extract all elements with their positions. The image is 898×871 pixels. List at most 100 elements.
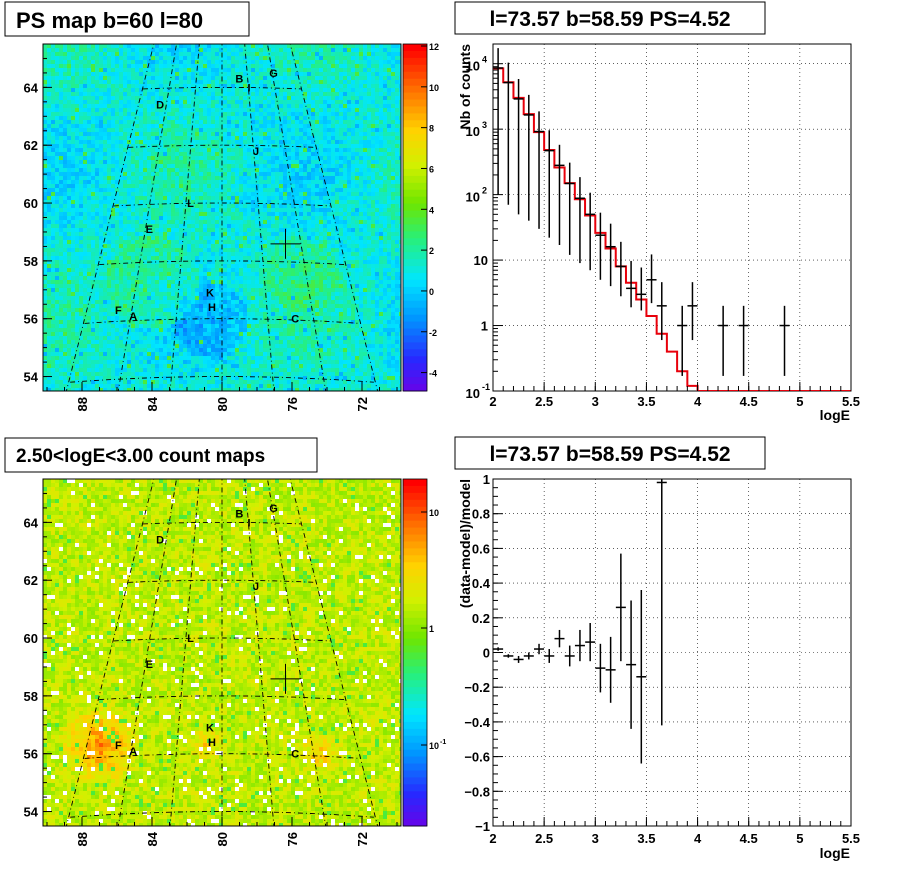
map-pixel: [79, 156, 83, 160]
map-pixel: [255, 256, 259, 260]
map-pixel: [255, 204, 259, 208]
map-pixel: [391, 260, 395, 264]
map-pixel: [315, 60, 319, 64]
map-pixel: [267, 236, 271, 240]
map-pixel: [247, 124, 251, 128]
map-pixel: [119, 96, 123, 100]
map-pixel: [279, 236, 283, 240]
map-pixel: [271, 216, 275, 220]
map-pixel: [139, 168, 143, 172]
map-pixel: [251, 88, 255, 92]
map-pixel: [127, 140, 131, 144]
map-pixel: [147, 224, 151, 228]
map-pixel: [327, 76, 331, 80]
map-pixel: [207, 56, 211, 60]
map-pixel: [299, 88, 303, 92]
map-pixel: [231, 220, 235, 224]
map-pixel: [283, 60, 287, 64]
map-pixel: [319, 124, 323, 128]
map-pixel: [131, 60, 135, 64]
map-pixel: [295, 168, 299, 172]
map-pixel: [179, 204, 183, 208]
map-pixel: [167, 172, 171, 176]
map-pixel: [223, 252, 227, 256]
map-pixel: [219, 212, 223, 216]
map-pixel: [63, 108, 67, 112]
map-pixel: [255, 172, 259, 176]
map-pixel: [295, 128, 299, 132]
map-pixel: [159, 216, 163, 220]
map-pixel: [387, 60, 391, 64]
map-pixel: [367, 56, 371, 60]
map-pixel: [147, 176, 151, 180]
map-pixel: [215, 184, 219, 188]
map-pixel: [391, 124, 395, 128]
map-pixel: [399, 260, 401, 264]
map-pixel: [227, 68, 231, 72]
map-pixel: [179, 240, 183, 244]
map-pixel: [335, 60, 339, 64]
map-pixel: [331, 104, 335, 108]
map-pixel: [243, 84, 247, 88]
map-pixel: [147, 52, 151, 56]
map-pixel: [207, 224, 211, 228]
map-pixel: [315, 132, 319, 136]
map-pixel: [395, 252, 399, 256]
map-pixel: [43, 236, 47, 240]
map-pixel: [287, 184, 291, 188]
map-pixel: [215, 192, 219, 196]
map-pixel: [239, 164, 243, 168]
map-pixel: [363, 240, 367, 244]
map-pixel: [359, 204, 363, 208]
map-pixel: [339, 260, 343, 264]
map-pixel: [171, 260, 175, 264]
map-pixel: [235, 72, 239, 76]
map-pixel: [207, 232, 211, 236]
map-pixel: [279, 48, 283, 52]
map-pixel: [79, 152, 83, 156]
map-pixel: [275, 156, 279, 160]
map-pixel: [95, 168, 99, 172]
map-pixel: [63, 228, 67, 232]
map-pixel: [267, 216, 271, 220]
map-pixel: [179, 60, 183, 64]
map-pixel: [187, 256, 191, 260]
map-pixel: [51, 124, 55, 128]
map-pixel: [223, 168, 227, 172]
map-pixel: [155, 64, 159, 68]
map-pixel: [339, 136, 343, 140]
map-pixel: [163, 252, 167, 256]
map-pixel: [119, 180, 123, 184]
map-pixel: [303, 164, 307, 168]
map-pixel: [119, 216, 123, 220]
map-pixel: [135, 112, 139, 116]
map-pixel: [399, 72, 401, 76]
map-pixel: [195, 92, 199, 96]
map-pixel: [79, 44, 83, 48]
map-pixel: [271, 80, 275, 84]
map-pixel: [355, 160, 359, 164]
map-pixel: [139, 220, 143, 224]
map-pixel: [195, 260, 199, 264]
map-pixel: [323, 260, 327, 264]
map-pixel: [115, 148, 119, 152]
map-pixel: [59, 224, 63, 228]
map-pixel: [187, 156, 191, 160]
map-pixel: [323, 248, 327, 252]
map-pixel: [203, 96, 207, 100]
map-pixel: [391, 232, 395, 236]
map-pixel: [191, 188, 195, 192]
map-pixel: [275, 84, 279, 88]
map-pixel: [51, 188, 55, 192]
map-pixel: [395, 200, 399, 204]
map-pixel: [211, 256, 215, 260]
map-pixel: [159, 68, 163, 72]
map-pixel: [339, 56, 343, 60]
map-pixel: [267, 204, 271, 208]
map-pixel: [119, 104, 123, 108]
map-pixel: [139, 224, 143, 228]
map-pixel: [367, 168, 371, 172]
map-pixel: [47, 88, 51, 92]
map-pixel: [211, 160, 215, 164]
